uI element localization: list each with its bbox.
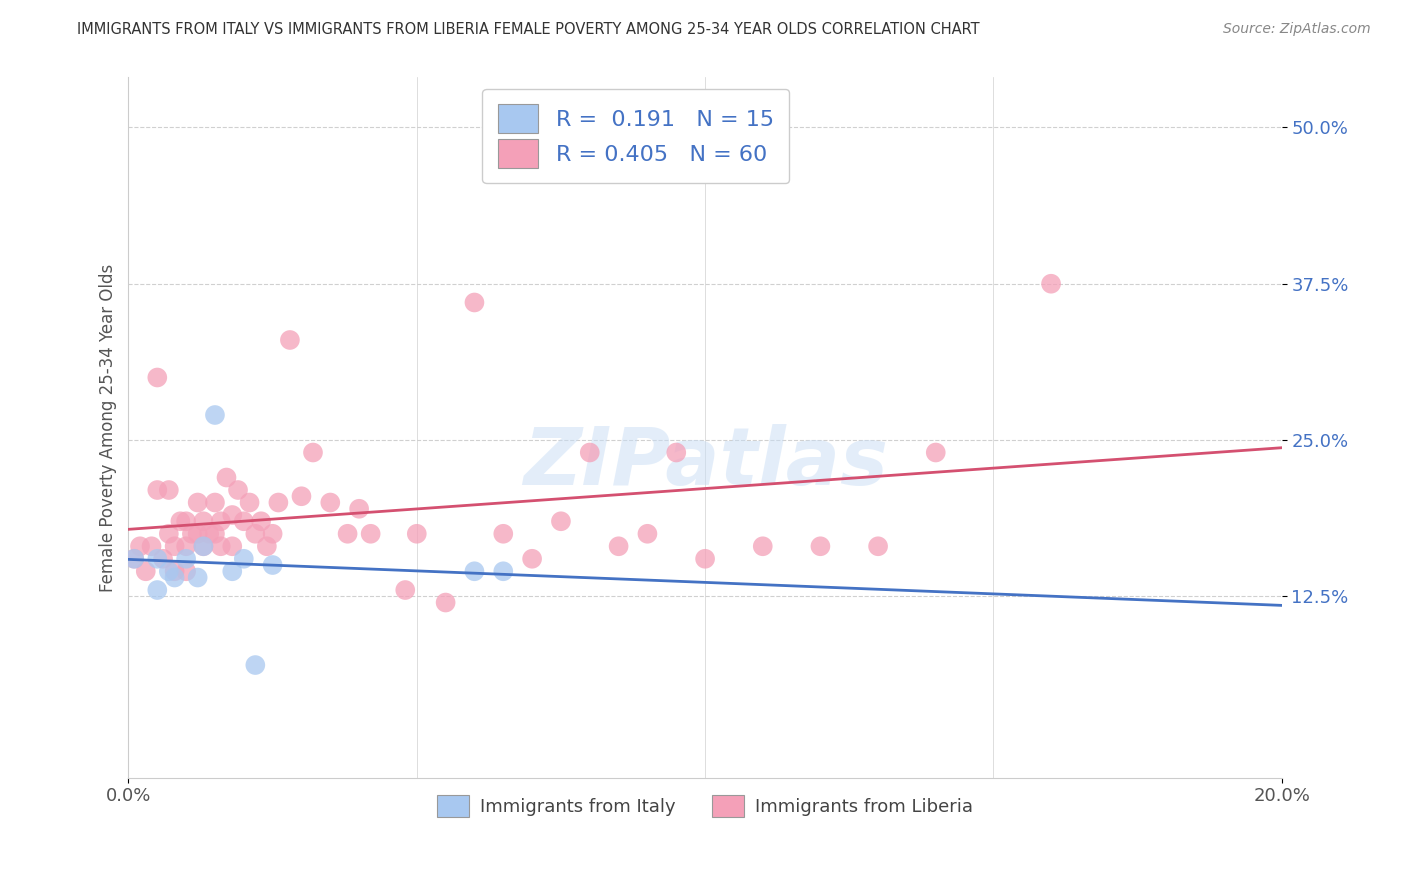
- Point: [193, 514, 215, 528]
- Point: [163, 539, 186, 553]
- Point: [157, 483, 180, 497]
- Point: [262, 558, 284, 572]
- Point: [152, 551, 174, 566]
- Point: [245, 658, 267, 673]
- Point: [336, 526, 359, 541]
- Point: [163, 570, 186, 584]
- Point: [204, 526, 226, 541]
- Point: [232, 551, 254, 566]
- Point: [146, 582, 169, 597]
- Point: [752, 539, 775, 553]
- Point: [221, 508, 243, 522]
- Point: [122, 551, 145, 566]
- Point: [636, 526, 658, 541]
- Point: [262, 526, 284, 541]
- Point: [578, 445, 600, 459]
- Text: Source: ZipAtlas.com: Source: ZipAtlas.com: [1223, 22, 1371, 37]
- Point: [245, 526, 267, 541]
- Point: [209, 514, 232, 528]
- Point: [193, 539, 215, 553]
- Point: [238, 495, 260, 509]
- Point: [187, 570, 209, 584]
- Point: [360, 526, 382, 541]
- Point: [434, 595, 457, 609]
- Point: [394, 582, 416, 597]
- Point: [278, 333, 301, 347]
- Point: [204, 408, 226, 422]
- Text: ZIPatlas: ZIPatlas: [523, 424, 887, 501]
- Point: [146, 483, 169, 497]
- Point: [187, 526, 209, 541]
- Point: [868, 539, 890, 553]
- Point: [204, 495, 226, 509]
- Point: [319, 495, 342, 509]
- Point: [520, 551, 543, 566]
- Point: [169, 514, 191, 528]
- Point: [146, 370, 169, 384]
- Point: [174, 564, 197, 578]
- Point: [250, 514, 273, 528]
- Point: [215, 470, 238, 484]
- Point: [157, 526, 180, 541]
- Point: [492, 564, 515, 578]
- Point: [232, 514, 254, 528]
- Point: [810, 539, 832, 553]
- Point: [141, 539, 163, 553]
- Text: IMMIGRANTS FROM ITALY VS IMMIGRANTS FROM LIBERIA FEMALE POVERTY AMONG 25-34 YEAR: IMMIGRANTS FROM ITALY VS IMMIGRANTS FROM…: [77, 22, 980, 37]
- Point: [463, 295, 485, 310]
- Point: [198, 526, 221, 541]
- Point: [405, 526, 427, 541]
- Point: [226, 483, 249, 497]
- Point: [492, 526, 515, 541]
- Y-axis label: Female Poverty Among 25-34 Year Olds: Female Poverty Among 25-34 Year Olds: [100, 263, 117, 591]
- Point: [157, 564, 180, 578]
- Point: [290, 489, 312, 503]
- Point: [256, 539, 278, 553]
- Point: [209, 539, 232, 553]
- Point: [607, 539, 630, 553]
- Point: [193, 539, 215, 553]
- Point: [302, 445, 325, 459]
- Point: [925, 445, 948, 459]
- Point: [463, 564, 485, 578]
- Point: [129, 539, 152, 553]
- Point: [135, 564, 157, 578]
- Point: [187, 495, 209, 509]
- Point: [221, 564, 243, 578]
- Point: [1040, 277, 1063, 291]
- Point: [221, 539, 243, 553]
- Point: [122, 551, 145, 566]
- Point: [180, 526, 202, 541]
- Point: [347, 501, 370, 516]
- Point: [665, 445, 688, 459]
- Point: [146, 551, 169, 566]
- Point: [550, 514, 572, 528]
- Point: [163, 564, 186, 578]
- Point: [174, 539, 197, 553]
- Point: [693, 551, 716, 566]
- Point: [174, 514, 197, 528]
- Legend: Immigrants from Italy, Immigrants from Liberia: Immigrants from Italy, Immigrants from L…: [430, 788, 980, 824]
- Point: [174, 551, 197, 566]
- Point: [267, 495, 290, 509]
